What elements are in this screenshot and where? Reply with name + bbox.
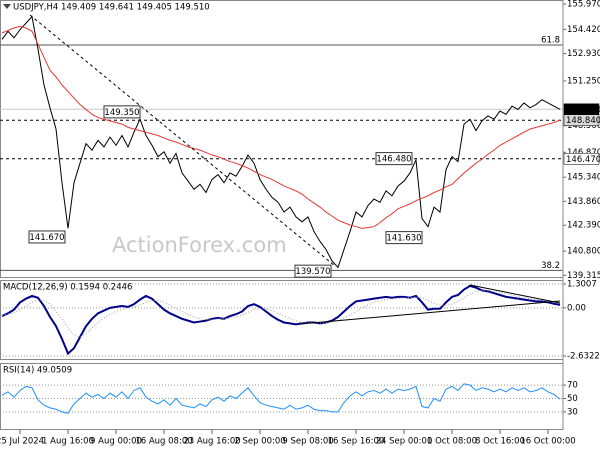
panel-title: USDJPY,H4 149.409 149.641 149.405 149.51… [13, 3, 210, 13]
y-tick-label: 145.340 [567, 173, 600, 183]
fib-label: 61.8 [541, 35, 560, 45]
price-marker-box [563, 153, 600, 165]
y-tick-label: 148.500 [567, 121, 600, 131]
y-tick-label: 70 [567, 381, 578, 391]
x-tick-label: 23 Aug 16:00 [183, 437, 240, 447]
annotation-label: 149.350 [104, 108, 139, 118]
price-marker-label: 149.510 [566, 105, 600, 115]
x-tick-label: 1 Aug 16:00 [42, 437, 94, 447]
y-tick-label: 151.250 [567, 76, 600, 86]
series-line [1, 383, 561, 414]
y-tick-label: 143.860 [567, 197, 600, 207]
price-marker-box [563, 114, 600, 126]
trend-line [469, 284, 561, 304]
annotation-label: 139.570 [295, 267, 330, 277]
down-arrow-icon [3, 4, 11, 9]
x-tick-label: 16 Sep 16:00 [328, 437, 385, 447]
y-tick-label: 140.800 [567, 247, 600, 257]
annotation-box [28, 230, 66, 244]
x-tick-label: 25 Jul 2024 [0, 437, 44, 447]
price-marker-label: 148.840 [566, 116, 600, 126]
x-tick-label: 9 Aug 00:00 [90, 437, 142, 447]
fib-label: 38.2 [541, 261, 560, 271]
x-tick-label: 1 Oct 08:00 [427, 437, 477, 447]
series-line [1, 289, 561, 338]
y-tick-label: 0.00 [567, 303, 586, 313]
series-line [1, 25, 561, 229]
y-tick-label: 30 [567, 407, 578, 417]
y-tick-label: 139.315 [567, 271, 600, 281]
x-tick-label: 2 Sep 00:00 [234, 437, 285, 447]
y-tick-label: 152.930 [567, 49, 600, 59]
watermark: ActionForex.com [112, 233, 287, 257]
series-line [1, 284, 561, 356]
y-tick-label: 1.3007 [567, 280, 597, 290]
x-tick-label: 16 Aug 08:00 [135, 437, 192, 447]
annotation-box [385, 231, 423, 245]
panel-title: RSI(14) 49.0509 [3, 366, 72, 376]
annotation-label: 146.480 [376, 155, 411, 165]
x-tick-label: 24 Sep 00:00 [376, 437, 433, 447]
x-tick-label: 8 Oct 16:00 [475, 437, 525, 447]
annotation-box [294, 264, 332, 278]
y-tick-label: 146.870 [567, 148, 600, 158]
series-line [1, 15, 561, 269]
y-tick-label: 50 [567, 394, 578, 404]
annotation-label: 141.670 [29, 233, 64, 243]
annotation-label: 141.630 [386, 234, 421, 244]
y-tick-label: 142.390 [567, 221, 600, 231]
annotation-box [103, 105, 141, 119]
y-tick-label: -2.6322 [567, 352, 600, 362]
y-tick-label: 155.970 [567, 0, 600, 10]
panel-title: MACD(12,26,9) 0.1594 0.2446 [3, 283, 132, 293]
y-tick-label: 154.420 [567, 25, 600, 35]
x-tick-label: 9 Sep 08:00 [282, 437, 333, 447]
price-marker-label: 146.470 [566, 155, 600, 165]
trend-line [299, 300, 561, 325]
annotation-box [375, 152, 413, 166]
x-tick-label: 16 Oct 00:00 [520, 437, 575, 447]
